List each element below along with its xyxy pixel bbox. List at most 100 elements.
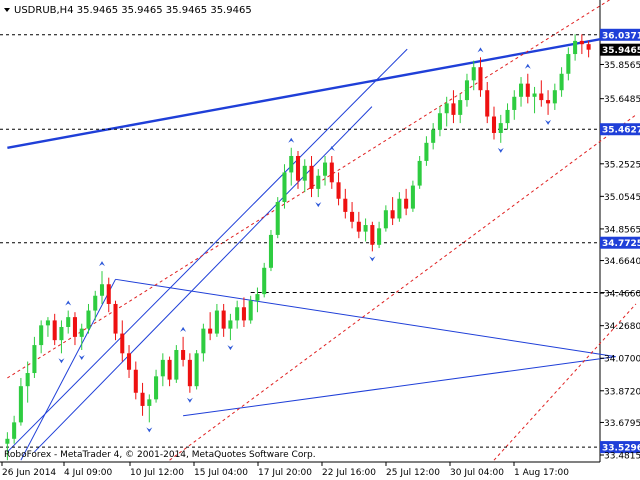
candle-body <box>417 160 422 186</box>
price-badge <box>600 43 640 56</box>
candle-body <box>120 333 125 354</box>
triangle-upper-side <box>115 278 616 358</box>
candle-body <box>174 350 179 380</box>
candle-body <box>147 399 152 406</box>
candle-body <box>546 100 551 104</box>
candle-body <box>451 103 456 115</box>
triangle-left-side <box>20 279 116 461</box>
y-tick-label: 35.8565 <box>604 61 640 71</box>
candle-body <box>106 284 111 304</box>
fractal-up-icon <box>288 137 295 143</box>
candle-body <box>99 284 105 296</box>
candle-body <box>573 40 578 55</box>
candle-body <box>5 438 10 444</box>
candle-body <box>539 93 544 101</box>
x-tick-label: 1 Aug 17:00 <box>514 468 569 478</box>
price-badge-label: 34.7725 <box>602 239 640 249</box>
candle-body <box>316 175 321 189</box>
candle-body <box>167 359 172 380</box>
fractal-down-icon <box>497 147 504 153</box>
fractal-down-icon <box>78 355 85 361</box>
y-tick-label: 34.4660 <box>604 290 640 300</box>
candle-body <box>525 83 530 97</box>
candle-body <box>302 165 307 181</box>
price-axis: 36.0371 35.9465 35.4627 34.7725 33.5296 35.85… <box>600 28 640 462</box>
y-tick-label: 35.2525 <box>604 160 640 170</box>
candle-body <box>295 155 301 181</box>
candle-body <box>268 234 273 268</box>
candle-body <box>444 103 449 114</box>
candle-body <box>323 162 328 176</box>
channel-upper <box>7 0 611 379</box>
candle-body <box>221 310 226 329</box>
fractal-down-icon <box>146 427 153 433</box>
fractal-down-icon <box>58 358 65 364</box>
candle-body <box>566 54 571 74</box>
candle-body <box>458 100 463 115</box>
price-badge-label: 36.0371 <box>602 31 640 41</box>
candle-body <box>18 386 23 423</box>
candle-body <box>201 328 206 354</box>
candle-body <box>39 325 44 346</box>
fractal-markers <box>58 47 552 433</box>
candle-body <box>133 369 138 393</box>
trendline-lower-fan <box>34 106 373 453</box>
candle-body <box>377 228 382 245</box>
candle-body <box>208 328 213 334</box>
price-badge-label: 35.4627 <box>602 126 640 136</box>
fractal-up-icon <box>524 63 531 69</box>
candle-body <box>343 198 348 212</box>
time-axis: 26 Jun 2014 4 Jul 09:00 10 Jul 12:00 15 Jul… <box>1 462 569 478</box>
candle-body <box>431 129 436 143</box>
candle-body <box>140 392 145 406</box>
candle-body <box>228 320 233 329</box>
trendline-upper-fan <box>7 48 408 453</box>
candle-body <box>363 225 368 232</box>
fractal-up-icon <box>65 300 72 306</box>
candle-body <box>241 307 246 321</box>
x-tick-label: 25 Jul 12:00 <box>386 468 440 478</box>
x-tick-label: 15 Jul 04:00 <box>194 468 248 478</box>
fractal-down-icon <box>369 256 376 262</box>
candle-body <box>485 90 490 117</box>
candle-body <box>410 185 415 209</box>
y-tick-label: 34.8565 <box>604 225 640 235</box>
triangle-lower-side <box>183 356 616 417</box>
candle-body <box>498 123 503 133</box>
fractal-down-icon <box>227 345 234 351</box>
candle-body <box>160 359 165 377</box>
candle-body <box>579 40 584 45</box>
candle-body <box>214 310 219 334</box>
fractal-down-icon <box>315 202 322 208</box>
candle-body <box>512 96 517 110</box>
header-arrow-icon <box>4 8 10 12</box>
candle-body <box>187 359 192 387</box>
candle-body <box>127 353 132 370</box>
candle-body <box>93 295 98 311</box>
y-tick-label: 35.0545 <box>604 193 640 203</box>
x-tick-label: 10 Jul 12:00 <box>130 468 184 478</box>
candle-body <box>478 67 483 91</box>
candle-body <box>154 376 159 400</box>
candle-body <box>532 93 537 97</box>
candle-body <box>32 345 37 374</box>
plot-background <box>0 0 600 462</box>
y-tick-label: 34.2680 <box>604 322 640 332</box>
candle-body <box>248 300 253 321</box>
price-badge-label: 35.9465 <box>602 46 640 56</box>
fractal-up-icon <box>99 261 105 267</box>
candle-body <box>356 221 361 232</box>
header-symbol-line: USDRUB,H4 35.9465 35.9465 35.9465 35.946… <box>14 5 252 16</box>
price-badge <box>600 28 640 41</box>
candle-body <box>397 198 402 219</box>
candle-body <box>181 350 186 360</box>
x-tick-label: 30 Jul 04:00 <box>450 468 504 478</box>
candle-body <box>519 83 524 97</box>
candle-body <box>194 353 199 387</box>
candle-body <box>471 67 476 81</box>
candle-body <box>370 225 375 245</box>
candle-body <box>383 210 388 229</box>
x-tick-label: 4 Jul 09:00 <box>64 468 113 478</box>
fractal-up-icon <box>180 326 187 332</box>
